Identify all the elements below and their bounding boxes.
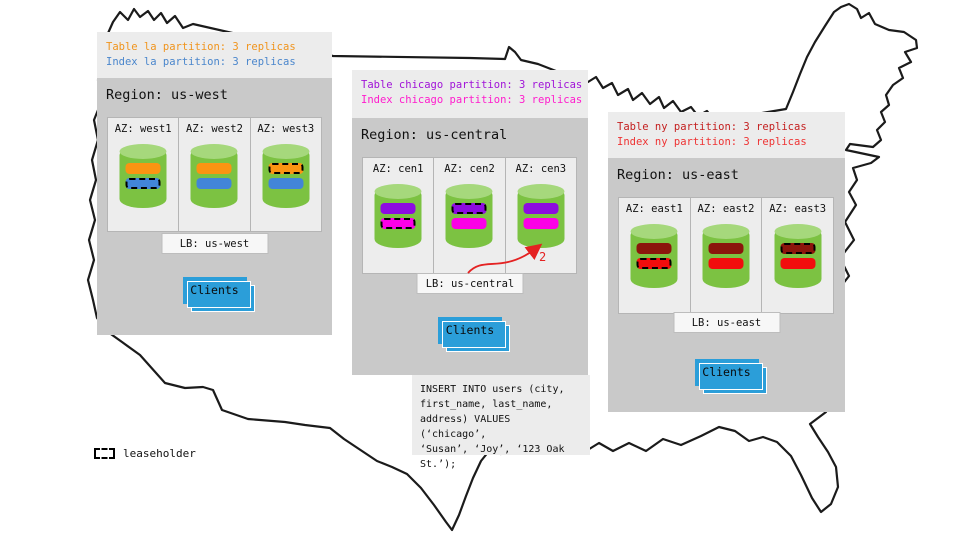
database-cylinder — [262, 144, 310, 208]
database-cylinder — [517, 184, 565, 248]
az-cen2: AZ: cen2 — [433, 158, 504, 273]
az-cen3-label: AZ: cen3 — [515, 163, 567, 175]
clients-label: Clients — [702, 365, 751, 379]
az-east1-label: AZ: east1 — [625, 203, 683, 215]
region-us-west-panel: Region: us-west AZ: west1 AZ: west2 — [97, 78, 332, 335]
load-balancer-us-east: LB: us-east — [673, 312, 780, 333]
az-east1: AZ: east1 — [619, 198, 690, 313]
index-replica-bar — [380, 218, 416, 229]
central-table-legend-line: Table chicago partition: 3 replicas — [361, 79, 583, 91]
az-cen1: AZ: cen1 — [363, 158, 433, 273]
index-replica-bar — [636, 258, 672, 269]
west-az-container: AZ: west1 AZ: west2 AZ: west3 — [107, 117, 322, 232]
east-table-legend-line: Table ny partition: 3 replicas — [617, 121, 807, 133]
database-cylinder — [445, 184, 493, 248]
table-replica-bar — [451, 203, 487, 214]
table-replica-bar — [196, 163, 232, 174]
region-us-east-panel: Region: us-east AZ: east1 AZ: east2 — [608, 158, 845, 412]
sql-insert-statement: INSERT INTO users (city, first_name, las… — [412, 375, 590, 470]
index-replica-bar — [196, 178, 232, 189]
table-replica-bar — [380, 203, 416, 214]
table-replica-bar — [780, 243, 816, 254]
database-cylinder — [119, 144, 167, 208]
az-cen3: AZ: cen3 — [504, 158, 576, 273]
database-cylinder — [374, 184, 422, 248]
database-cylinder — [630, 224, 678, 288]
leaseholder-dashed-swatch-icon — [94, 448, 115, 459]
az-west3: AZ: west3 — [249, 118, 321, 231]
west-index-legend-line: Index la partition: 3 replicas — [106, 56, 296, 68]
table-replica-bar — [268, 163, 304, 174]
index-replica-bar — [125, 178, 161, 189]
cylinder-top — [517, 184, 565, 199]
central-partition-legend: Table chicago partition: 3 replicas Inde… — [352, 70, 588, 118]
index-replica-bar — [708, 258, 744, 269]
database-cylinder — [702, 224, 750, 288]
cylinder-top — [119, 144, 167, 159]
east-partition-legend: Table ny partition: 3 replicas Index ny … — [608, 112, 845, 158]
cylinder-top — [445, 184, 493, 199]
clients-box-west: Clients — [182, 277, 247, 304]
index-replica-bar — [451, 218, 487, 229]
index-replica-bar — [268, 178, 304, 189]
cylinder-top — [630, 224, 678, 239]
az-cen2-label: AZ: cen2 — [444, 163, 495, 175]
table-replica-bar — [125, 163, 161, 174]
index-replica-bar — [523, 218, 559, 229]
table-replica-bar — [523, 203, 559, 214]
az-east3-label: AZ: east3 — [769, 203, 827, 215]
cylinder-top — [374, 184, 422, 199]
load-balancer-us-west: LB: us-west — [161, 233, 268, 254]
table-replica-bar — [636, 243, 672, 254]
west-table-legend-line: Table la partition: 3 replicas — [106, 41, 296, 53]
database-cylinder — [774, 224, 822, 288]
arrow-step-number: 2 — [539, 250, 546, 264]
region-us-central-title: Region: us-central — [361, 127, 508, 143]
table-replica-bar — [708, 243, 744, 254]
arrow-curve — [467, 243, 543, 274]
az-east2-label: AZ: east2 — [697, 203, 755, 215]
az-west2: AZ: west2 — [178, 118, 249, 231]
east-az-container: AZ: east1 AZ: east2 AZ: east3 — [618, 197, 834, 314]
clients-box-east: Clients — [694, 359, 759, 386]
az-west1: AZ: west1 — [108, 118, 178, 231]
az-east2: AZ: east2 — [689, 198, 762, 313]
leaseholder-key: leaseholder — [94, 447, 196, 460]
cylinder-top — [774, 224, 822, 239]
database-cylinder — [190, 144, 238, 208]
east-index-legend-line: Index ny partition: 3 replicas — [617, 136, 807, 148]
region-us-west-title: Region: us-west — [106, 87, 228, 103]
clients-label: Clients — [445, 323, 495, 337]
cylinder-top — [702, 224, 750, 239]
cylinder-top — [262, 144, 310, 159]
az-west1-label: AZ: west1 — [114, 123, 172, 135]
insert-step-arrow: 2 — [467, 243, 546, 274]
load-balancer-us-central: LB: us-central — [416, 273, 524, 294]
index-replica-bar — [780, 258, 816, 269]
central-index-legend-line: Index chicago partition: 3 replicas — [361, 94, 583, 106]
clients-box-central: Clients — [438, 317, 502, 344]
cylinder-top — [190, 144, 238, 159]
region-us-east-title: Region: us-east — [617, 167, 739, 183]
az-west3-label: AZ: west3 — [257, 123, 315, 135]
az-west2-label: AZ: west2 — [186, 123, 243, 135]
leaseholder-key-label: leaseholder — [123, 447, 196, 460]
clients-label: Clients — [190, 283, 239, 297]
az-east3: AZ: east3 — [761, 198, 833, 313]
az-cen1-label: AZ: cen1 — [372, 163, 424, 175]
west-partition-legend: Table la partition: 3 replicas Index la … — [97, 32, 332, 78]
